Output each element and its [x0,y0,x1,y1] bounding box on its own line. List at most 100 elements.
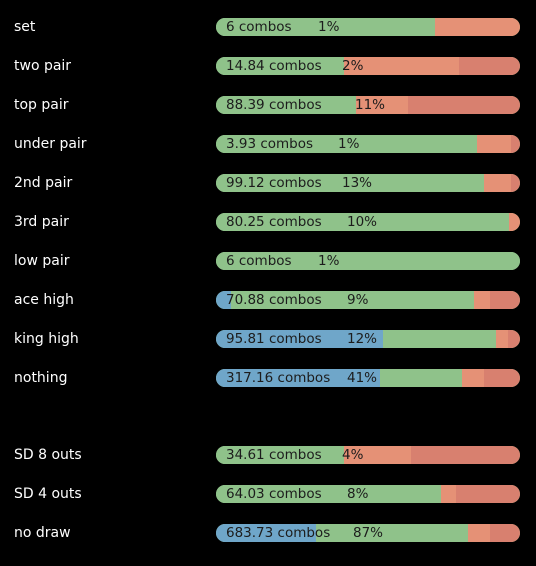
equity-bar[interactable]: 95.81 combos 12% [216,330,520,348]
bar-segment-red [483,369,520,387]
hand-row[interactable]: two pair 14.84 combos 2% [0,56,536,76]
combos-value: 3.93 combos [226,136,314,152]
bar-segment-green [216,174,485,192]
bar-segment-red [410,446,520,464]
bar-segment-green [216,252,520,270]
hand-category-label: 3rd pair [14,214,69,230]
bar-segment-red [489,291,520,309]
bar-segment-green [216,485,442,503]
percent-value: 2% [342,58,364,74]
bar-segment-red [510,174,520,192]
bar-segment-red [456,485,520,503]
bar-segment-salmon [483,174,512,192]
bar-segment-green [316,524,469,542]
bar-segment-green [216,446,345,464]
hand-category-label: low pair [14,253,70,269]
hand-row[interactable]: set 6 combos 1% [0,17,536,37]
hand-category-label: king high [14,331,79,347]
combos-value: 14.84 combos [226,58,322,74]
hand-row[interactable]: SD 8 outs 34.61 combos 4% [0,445,536,465]
bar-segment-blue [216,524,317,542]
combos-value: 80.25 combos [226,214,322,230]
hand-category-label: under pair [14,136,87,152]
bar-segment-salmon [468,524,491,542]
percent-value: 9% [347,292,369,308]
hand-row[interactable]: 3rd pair 80.25 combos 10% [0,212,536,232]
percent-value: 4% [342,447,364,463]
percent-value: 11% [355,97,386,113]
combos-value: 6 combos [226,19,292,35]
combos-value: 95.81 combos [226,331,322,347]
bar-segment-green [231,291,475,309]
bar-segment-blue [216,330,384,348]
combos-value: 6 combos [226,253,292,269]
bar-segment-green [216,57,345,75]
hand-row[interactable]: no draw 683.73 combos 87% [0,523,536,543]
equity-bar[interactable]: 88.39 combos 11% [216,96,520,114]
percent-value: 41% [347,370,378,386]
hand-category-label: SD 8 outs [14,447,82,463]
percent-value: 8% [347,486,369,502]
combos-value: 64.03 combos [226,486,322,502]
bar-segment-red [459,57,520,75]
percent-value: 12% [347,331,378,347]
equity-bar[interactable]: 3.93 combos 1% [216,135,520,153]
hand-category-label: top pair [14,97,69,113]
equity-bar[interactable]: 64.03 combos 8% [216,485,520,503]
combos-value: 34.61 combos [226,447,322,463]
combos-value: 683.73 combos [226,525,331,541]
hand-row[interactable]: SD 4 outs 64.03 combos 8% [0,484,536,504]
bar-segment-salmon [355,96,408,114]
bar-segment-green [216,96,357,114]
bar-segment-salmon [495,330,509,348]
bar-segment-salmon [477,135,512,153]
bar-segment-salmon [462,369,484,387]
equity-bar[interactable]: 317.16 combos 41% [216,369,520,387]
hand-row[interactable]: low pair 6 combos 1% [0,251,536,271]
bar-segment-red [489,524,520,542]
bar-segment-salmon [474,291,491,309]
bar-segment-salmon [343,446,412,464]
bar-segment-red [510,135,520,153]
hand-row[interactable]: 2nd pair 99.12 combos 13% [0,173,536,193]
hand-row[interactable]: king high 95.81 combos 12% [0,329,536,349]
bar-segment-salmon [343,57,460,75]
hand-category-label: nothing [14,370,68,386]
hand-category-label: no draw [14,525,71,541]
combos-value: 70.88 combos [226,292,322,308]
bar-segment-salmon [434,18,520,36]
bar-segment-green [216,135,478,153]
equity-bar[interactable]: 6 combos 1% [216,252,520,270]
hand-category-label: two pair [14,58,72,74]
percent-value: 87% [353,525,384,541]
bar-segment-green [383,330,497,348]
equity-bar[interactable]: 683.73 combos 87% [216,524,520,542]
hand-category-label: 2nd pair [14,175,73,191]
percent-value: 1% [318,253,340,269]
hand-category-label: ace high [14,292,74,308]
hand-category-label: SD 4 outs [14,486,82,502]
equity-bar[interactable]: 34.61 combos 4% [216,446,520,464]
bar-segment-green [216,18,436,36]
percent-value: 1% [318,19,340,35]
bar-segment-red [407,96,520,114]
percent-value: 1% [338,136,360,152]
combos-value: 317.16 combos [226,370,331,386]
hand-row[interactable]: under pair 3.93 combos 1% [0,134,536,154]
equity-bar[interactable]: 80.25 combos 10% [216,213,520,231]
hand-row[interactable]: top pair 88.39 combos 11% [0,95,536,115]
bar-segment-green [380,369,463,387]
hand-category-label: set [14,19,36,35]
hand-row[interactable]: ace high 70.88 combos 9% [0,290,536,310]
combos-value: 99.12 combos [226,175,322,191]
bar-segment-salmon [440,485,457,503]
equity-bar[interactable]: 70.88 combos 9% [216,291,520,309]
equity-bar[interactable]: 6 combos 1% [216,18,520,36]
combos-value: 88.39 combos [226,97,322,113]
hand-row[interactable]: nothing 317.16 combos 41% [0,368,536,388]
bar-segment-blue [216,369,381,387]
equity-bar[interactable]: 99.12 combos 13% [216,174,520,192]
equity-bar[interactable]: 14.84 combos 2% [216,57,520,75]
bar-segment-red [507,330,520,348]
percent-value: 13% [342,175,373,191]
